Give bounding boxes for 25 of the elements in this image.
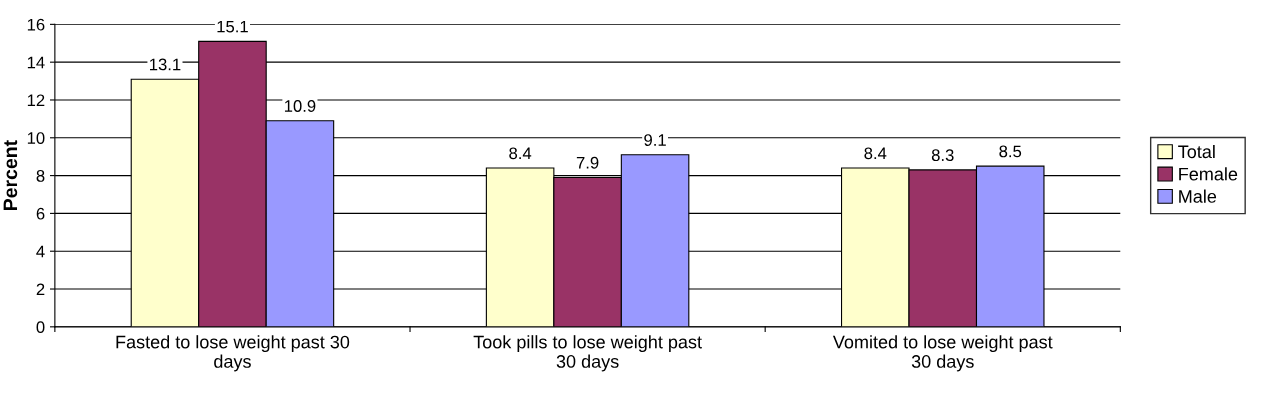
data-label: 8.3 — [931, 149, 954, 162]
data-label: 13.1 — [150, 58, 181, 71]
y-tick-label: 16 — [27, 18, 45, 31]
legend-label: Male — [1179, 189, 1217, 203]
y-tick-label: 6 — [36, 207, 45, 220]
data-label: 7.9 — [576, 156, 599, 169]
data-label: 10.9 — [284, 100, 316, 112]
y-tick-label: 8 — [36, 170, 45, 182]
data-label: 15.1 — [217, 20, 248, 33]
y-tick-label: 2 — [36, 283, 45, 296]
data-label: 9.1 — [644, 134, 666, 146]
y-tick-label: 10 — [27, 132, 45, 144]
data-label: 8.5 — [999, 145, 1022, 158]
y-axis-title: Percent — [3, 140, 18, 210]
y-tick-label: 0 — [36, 321, 45, 334]
x-tick-label: Fasted to lose weight past 30 days — [116, 335, 350, 372]
legend-label: Female — [1179, 167, 1238, 181]
y-tick-label: 12 — [27, 94, 45, 107]
data-label: 8.4 — [509, 147, 532, 160]
x-tick-label: Vomited to lose weight past 30 days — [832, 335, 1053, 372]
data-label: 8.4 — [864, 147, 887, 160]
y-tick-label: 4 — [36, 245, 45, 258]
legend-label: Total — [1178, 144, 1215, 159]
x-tick-label: Took pills to lose weight past 30 days — [473, 335, 702, 372]
y-tick-label: 14 — [27, 56, 45, 69]
